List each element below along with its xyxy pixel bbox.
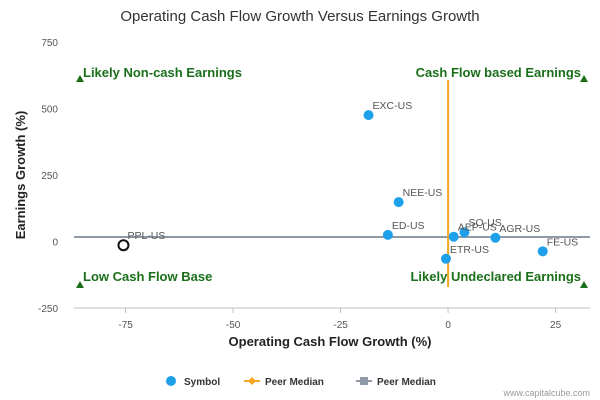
point-label-ed-us: ED-US [392, 220, 425, 232]
point-so-us[interactable] [459, 227, 470, 238]
legend-item-symbol[interactable]: Symbol [166, 376, 220, 388]
point-label-so-us: SO-US [468, 217, 501, 229]
y-axis-ticks: -250 0 250 500 750 [38, 38, 58, 315]
x-tick-label: -25 [333, 320, 348, 331]
quadrant-triangle-icon [76, 75, 84, 82]
credit-text: www.capitalcube.com [502, 388, 590, 398]
point-ed-us[interactable] [382, 229, 393, 240]
x-tick-label: 0 [445, 320, 451, 331]
point-nee-us[interactable] [393, 197, 404, 208]
legend-diamond-icon [248, 377, 256, 385]
y-axis-label: Earnings Growth (%) [13, 111, 28, 240]
point-etr-us[interactable] [440, 253, 451, 264]
x-tick-label: 25 [550, 320, 562, 331]
data-points [117, 110, 548, 264]
x-axis-label: Operating Cash Flow Growth (%) [229, 334, 432, 349]
point-label-nee-us: NEE-US [403, 187, 443, 199]
legend-label-peer-median-x: Peer Median [265, 377, 324, 388]
quadrant-label-bottom-left: Low Cash Flow Base [83, 269, 212, 284]
legend-square-icon [360, 377, 368, 385]
point-label-agr-us: AGR-US [499, 223, 540, 235]
x-tick-label: -50 [226, 320, 241, 331]
quadrant-triangle-icon [580, 75, 588, 82]
y-tick-label: 500 [41, 105, 58, 116]
legend-item-peer-median-x[interactable]: Peer Median [244, 377, 324, 388]
y-tick-label: 750 [41, 38, 58, 49]
point-label-exc-us: EXC-US [373, 100, 413, 112]
point-agr-us[interactable] [490, 232, 501, 243]
legend-item-peer-median-y[interactable]: Peer Median [356, 377, 436, 388]
quadrant-triangle-icon [580, 281, 588, 288]
legend: Symbol Peer Median Peer Median [166, 376, 436, 388]
y-tick-label: 0 [52, 238, 58, 249]
y-tick-label: 250 [41, 171, 58, 182]
quadrant-markers [76, 75, 588, 288]
quadrant-label-bottom-right: Likely Undeclared Earnings [410, 269, 581, 284]
chart-title: Operating Cash Flow Growth Versus Earnin… [120, 8, 479, 25]
quadrant-label-top-right: Cash Flow based Earnings [416, 65, 581, 80]
point-label-aep-us: AEP-US [458, 222, 497, 234]
quadrant-label-top-left: Likely Non-cash Earnings [83, 65, 242, 80]
point-ppl-us[interactable] [117, 239, 130, 252]
x-tick-label: -75 [118, 320, 133, 331]
legend-circle-icon [166, 376, 176, 386]
quadrant-triangle-icon [76, 281, 84, 288]
point-label-fe-us: FE-US [547, 236, 579, 248]
point-fe-us[interactable] [537, 246, 548, 257]
y-tick-label: -250 [38, 304, 58, 315]
point-label-ppl-us: PPL-US [127, 230, 165, 242]
legend-label-peer-median-y: Peer Median [377, 377, 436, 388]
point-aep-us[interactable] [448, 231, 459, 242]
data-point-labels: EXC-US NEE-US ED-US ETR-US AEP-USSO-USAGR-US… [127, 100, 578, 256]
point-exc-us[interactable] [363, 110, 374, 121]
x-axis-ticks: -75 -50 -25 0 25 [118, 308, 562, 331]
point-label-etr-us: ETR-US [450, 244, 489, 256]
legend-label-symbol: Symbol [184, 377, 220, 388]
